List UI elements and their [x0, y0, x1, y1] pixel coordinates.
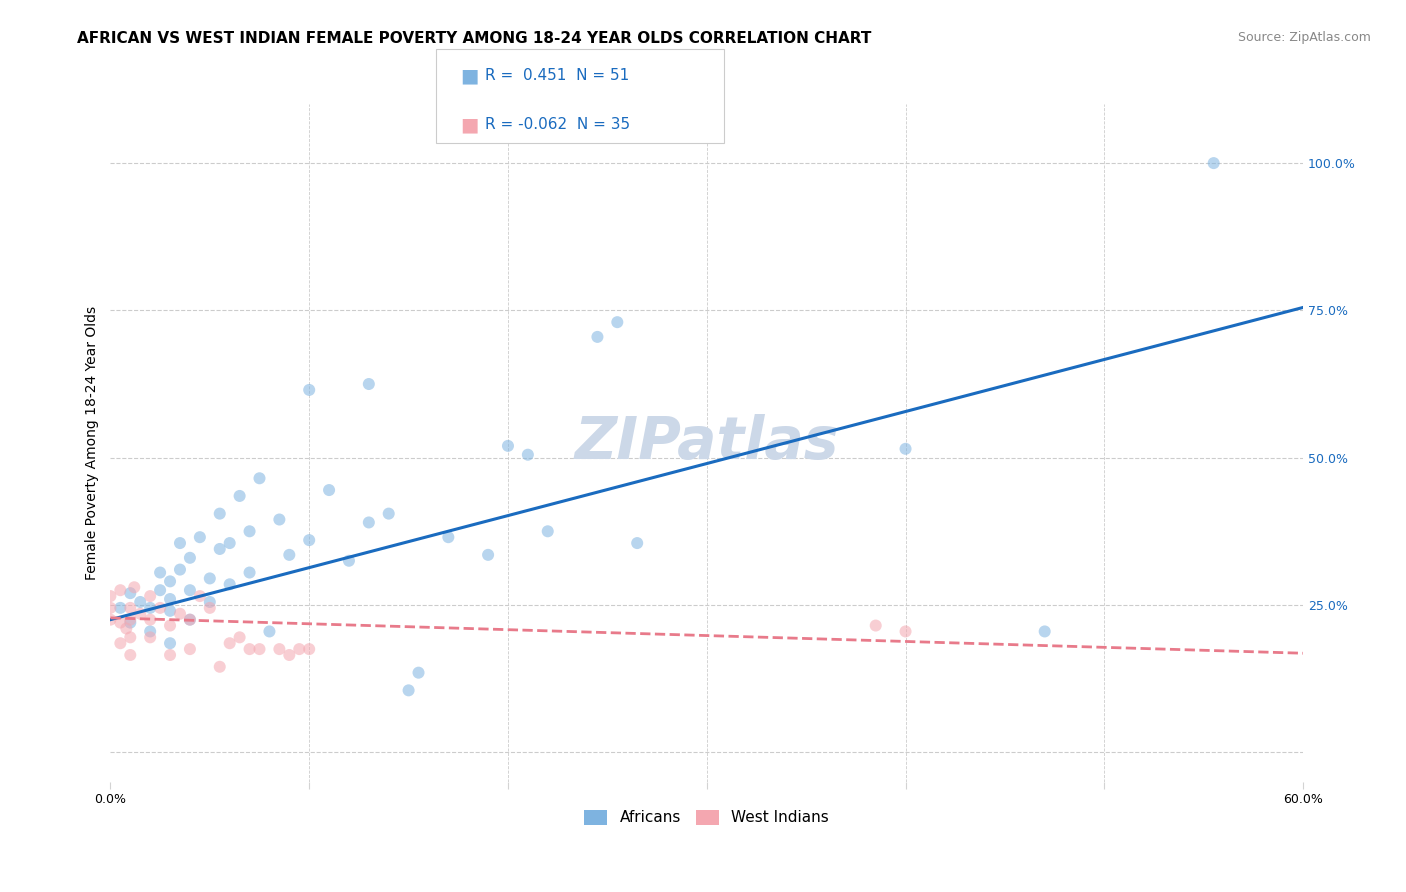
Point [188, 589, 211, 603]
Point [139, 613, 162, 627]
Point [100, 589, 122, 603]
Point [278, 648, 301, 662]
Point [159, 636, 181, 650]
Point [198, 571, 221, 585]
Point [278, 548, 301, 562]
Point [357, 516, 380, 530]
Point [377, 507, 399, 521]
Point [129, 595, 152, 609]
Point [516, 448, 538, 462]
Point [208, 660, 231, 674]
Point [208, 541, 231, 556]
Point [122, 580, 145, 594]
Point [318, 483, 340, 497]
Point [120, 586, 142, 600]
Point [110, 615, 132, 630]
Point [120, 615, 142, 630]
Text: AFRICAN VS WEST INDIAN FEMALE POVERTY AMONG 18-24 YEAR OLDS CORRELATION CHART: AFRICAN VS WEST INDIAN FEMALE POVERTY AM… [77, 31, 872, 46]
Point [100, 600, 122, 615]
Point [159, 574, 181, 589]
Point [208, 507, 231, 521]
Point [238, 524, 260, 539]
Point [115, 622, 138, 636]
Point [120, 630, 142, 644]
Point [149, 566, 172, 580]
Point [238, 566, 260, 580]
Point [100, 613, 122, 627]
Point [110, 600, 132, 615]
Point [228, 489, 250, 503]
Point [398, 683, 420, 698]
Point [139, 624, 162, 639]
Point [496, 439, 519, 453]
Point [1202, 156, 1225, 170]
Point [179, 642, 201, 657]
Text: ■: ■ [460, 115, 478, 135]
Point [110, 583, 132, 598]
Point [169, 536, 191, 550]
Point [179, 613, 201, 627]
Point [894, 624, 917, 639]
Point [626, 536, 648, 550]
Text: Source: ZipAtlas.com: Source: ZipAtlas.com [1237, 31, 1371, 45]
Point [159, 604, 181, 618]
Point [149, 600, 172, 615]
Point [169, 607, 191, 621]
Point [188, 530, 211, 544]
Point [238, 642, 260, 657]
Point [1033, 624, 1056, 639]
Point [179, 613, 201, 627]
Text: R = -0.062  N = 35: R = -0.062 N = 35 [485, 118, 630, 132]
Point [298, 533, 321, 548]
Point [269, 512, 291, 526]
Point [179, 550, 201, 565]
Text: ■: ■ [460, 66, 478, 86]
Point [249, 471, 271, 485]
Point [110, 636, 132, 650]
Text: R =  0.451  N = 51: R = 0.451 N = 51 [485, 69, 630, 83]
Point [249, 642, 271, 657]
Y-axis label: Female Poverty Among 18-24 Year Olds: Female Poverty Among 18-24 Year Olds [86, 306, 100, 580]
Point [139, 600, 162, 615]
Point [269, 642, 291, 657]
Point [139, 630, 162, 644]
Point [298, 642, 321, 657]
Point [865, 618, 887, 632]
Point [408, 665, 430, 680]
Point [218, 636, 240, 650]
Point [120, 648, 142, 662]
Point [218, 577, 240, 591]
Point [139, 589, 162, 603]
Legend: Africans, West Indians: Africans, West Indians [578, 804, 835, 831]
Point [120, 600, 142, 615]
Point [159, 618, 181, 632]
Point [477, 548, 499, 562]
Point [357, 377, 380, 392]
Point [606, 315, 628, 329]
Point [337, 554, 360, 568]
Point [129, 607, 152, 621]
Point [288, 642, 311, 657]
Point [149, 583, 172, 598]
Point [586, 330, 609, 344]
Text: ZIPatlas: ZIPatlas [575, 415, 839, 472]
Point [259, 624, 281, 639]
Point [218, 536, 240, 550]
Point [537, 524, 560, 539]
Point [179, 583, 201, 598]
Point [228, 630, 250, 644]
Point [437, 530, 460, 544]
Point [198, 595, 221, 609]
Point [198, 600, 221, 615]
Point [298, 383, 321, 397]
Point [159, 648, 181, 662]
Point [894, 442, 917, 456]
Point [159, 592, 181, 607]
Point [169, 563, 191, 577]
Point [120, 613, 142, 627]
